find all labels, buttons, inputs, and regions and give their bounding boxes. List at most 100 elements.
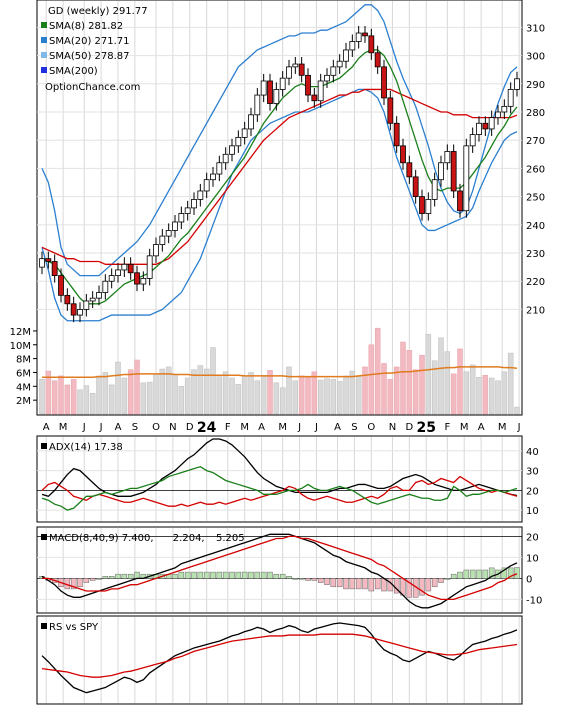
candle-body	[469, 134, 476, 147]
candle-body	[368, 35, 375, 54]
legend-label: SMA(50) 278.87	[49, 51, 130, 62]
candle-body	[400, 145, 406, 164]
tick-label: 40	[526, 447, 539, 458]
volume-bar	[108, 384, 115, 415]
candle-body	[115, 269, 121, 276]
volume-bar	[400, 341, 406, 415]
month-label: A	[115, 422, 122, 433]
candle-body	[317, 80, 324, 102]
candle-body	[286, 66, 292, 79]
volume-bar	[298, 375, 305, 415]
month-label: J	[82, 422, 86, 433]
histogram-bar	[501, 567, 508, 579]
series-line	[41, 633, 518, 678]
candle-body	[64, 294, 71, 305]
month-label: S	[132, 422, 138, 433]
month-label: F	[225, 422, 231, 433]
histogram-bar	[336, 578, 343, 588]
volume-bar	[153, 373, 159, 415]
series-line	[41, 622, 518, 694]
month-label: A	[43, 422, 50, 433]
candle-body	[178, 213, 185, 223]
candle-body	[298, 63, 305, 76]
candle-body	[431, 179, 438, 200]
volume-bar	[317, 379, 324, 415]
volume-bar	[191, 369, 197, 415]
volume-bar	[393, 366, 400, 415]
histogram-bar	[184, 571, 191, 579]
month-label: N	[389, 422, 396, 433]
volume-bar	[406, 350, 413, 415]
candle-body	[279, 77, 286, 90]
histogram-bar	[241, 571, 248, 579]
series-line	[41, 438, 518, 498]
volume-bar	[286, 366, 292, 415]
histogram-bar	[368, 578, 375, 592]
histogram-bar	[172, 573, 178, 579]
candle-body	[457, 190, 463, 212]
price-tick-label: 250	[526, 193, 545, 204]
histogram-bar	[362, 578, 368, 590]
volume-bars	[39, 327, 520, 415]
histogram-bar	[273, 573, 280, 579]
candle-body	[108, 275, 115, 282]
volume-bar	[482, 374, 489, 415]
volume-bar	[146, 381, 153, 415]
histogram-bar	[406, 578, 413, 598]
histogram-bar	[311, 578, 318, 581]
price-tick-label: 290	[526, 80, 545, 91]
legend-label: RS vs SPY	[49, 622, 99, 633]
volume-bar	[457, 348, 463, 415]
candle-body	[438, 162, 444, 181]
volume-bar	[374, 327, 381, 415]
candle-body	[260, 80, 267, 96]
histogram-bar	[121, 573, 128, 579]
volume-bar	[254, 380, 261, 415]
price-legend: GD (weekly) 291.77 SMA(8) 281.82 SMA(20) 2…	[41, 6, 148, 93]
histogram-bar	[476, 569, 482, 579]
volume-bar	[495, 380, 501, 415]
volume-bar	[184, 377, 191, 415]
volume-bar	[381, 363, 387, 415]
candle-body	[495, 111, 501, 119]
candle-body	[210, 173, 216, 181]
histogram-bar	[229, 571, 235, 579]
volume-bar	[419, 354, 425, 415]
candle-body	[425, 199, 432, 214]
candle-body	[102, 280, 109, 293]
volume-bar	[507, 352, 514, 415]
price-tick-label: 310	[526, 23, 545, 34]
volume-axis: 12M 10M 8M 6M 4M 2M	[10, 327, 37, 407]
legend-swatch	[41, 22, 47, 28]
candle-body	[488, 117, 495, 130]
histogram-bar	[298, 578, 305, 580]
histogram-bar	[197, 571, 204, 579]
histogram-bar	[127, 573, 134, 579]
legend-swatch	[41, 623, 47, 629]
histogram-bar	[279, 573, 286, 579]
sma200-line	[41, 88, 518, 265]
candle-body	[444, 151, 451, 164]
candle-body	[153, 244, 159, 257]
price-tick-label: 260	[526, 164, 545, 175]
volume-bar	[444, 351, 451, 415]
candle-body	[203, 179, 210, 192]
histogram-bar	[203, 571, 210, 579]
volume-tick-label: 2M	[16, 396, 31, 407]
month-label: S	[351, 422, 357, 433]
tick-label: 10	[526, 506, 539, 517]
candle-body	[406, 162, 413, 178]
candle-body	[229, 145, 235, 155]
volume-bar	[216, 376, 223, 415]
series-line	[41, 533, 518, 609]
candle-body	[476, 122, 482, 135]
price-tick-label: 300	[526, 52, 545, 63]
histogram-bar	[102, 576, 109, 579]
histogram-bar	[450, 573, 457, 579]
volume-bar	[324, 378, 330, 415]
tick-label: 10	[526, 553, 539, 564]
candle-body	[197, 190, 204, 200]
candle-body	[216, 162, 223, 175]
volume-bar	[159, 368, 166, 415]
candle-body	[412, 176, 419, 198]
